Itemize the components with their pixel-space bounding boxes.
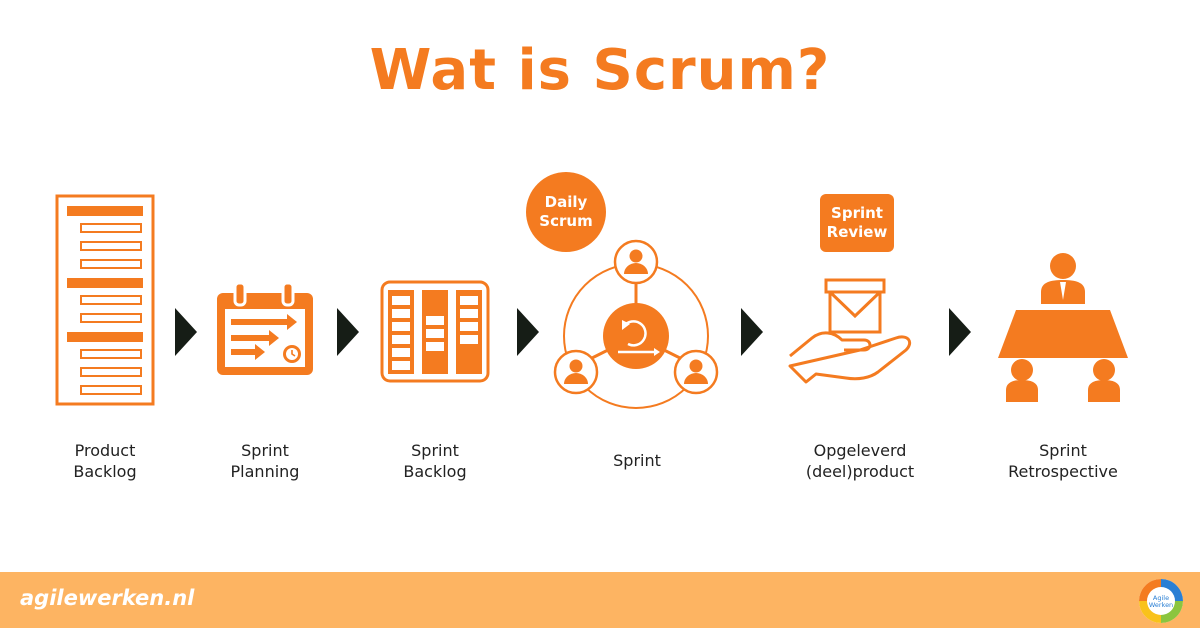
step-label-line2: Backlog xyxy=(403,462,467,481)
step-label-line1: Sprint xyxy=(411,441,459,460)
sprint-board-icon xyxy=(380,280,490,383)
site-link[interactable]: agilewerken.nl xyxy=(20,586,195,610)
step-label-sprint-planning: Sprint Planning xyxy=(195,440,335,482)
page-title: Wat is Scrum? xyxy=(369,38,831,103)
step-label-line2: Planning xyxy=(230,462,300,481)
sprint-review-badge: Sprint Review xyxy=(820,194,894,252)
retrospective-meeting-icon xyxy=(998,253,1128,402)
step-label-sprint-retrospective: Sprint Retrospective xyxy=(983,440,1143,482)
step-label-line1: Sprint xyxy=(1039,441,1087,460)
sprint-cycle-icon xyxy=(553,239,719,409)
flow-arrow-5 xyxy=(949,308,971,356)
daily-scrum-badge: Daily Scrum xyxy=(526,172,606,252)
step-label-line2: (deel)product xyxy=(805,462,915,481)
step-label-product-backlog: Product Backlog xyxy=(35,440,175,482)
step-label-sprint: Sprint xyxy=(567,450,707,471)
step-label-line1: Sprint xyxy=(241,441,289,460)
flow-arrow-1 xyxy=(175,308,197,356)
hand-delivery-icon xyxy=(788,278,912,384)
backlog-document-icon xyxy=(55,194,155,406)
daily-scrum-line1: Daily xyxy=(544,193,588,211)
daily-scrum-line2: Scrum xyxy=(539,212,593,230)
step-label-line2: Backlog xyxy=(73,462,137,481)
step-label-line2: Retrospective xyxy=(1008,462,1118,481)
step-label-line1: Sprint xyxy=(613,451,661,470)
footer-bar: agilewerken.nl Agile Werken xyxy=(0,572,1200,628)
step-label-delivered-product: Opgeleverd (deel)product xyxy=(780,440,940,482)
sprint-review-line1: Sprint xyxy=(831,204,883,222)
flow-arrow-2 xyxy=(337,308,359,356)
flow-arrow-3 xyxy=(517,308,539,356)
scrum-process-diagram: Wat is Scrum? xyxy=(35,38,1143,482)
step-label-line1: Product xyxy=(74,441,136,460)
calendar-planning-icon xyxy=(217,281,313,375)
sprint-review-line2: Review xyxy=(826,223,888,241)
step-label-line1: Opgeleverd xyxy=(813,441,907,460)
logo-text-line1: Agile xyxy=(1153,594,1169,602)
agilewerken-logo[interactable]: Agile Werken xyxy=(1138,578,1184,624)
logo-text-line2: Werken xyxy=(1149,601,1173,609)
flow-arrow-4 xyxy=(741,308,763,356)
step-label-sprint-backlog: Sprint Backlog xyxy=(365,440,505,482)
